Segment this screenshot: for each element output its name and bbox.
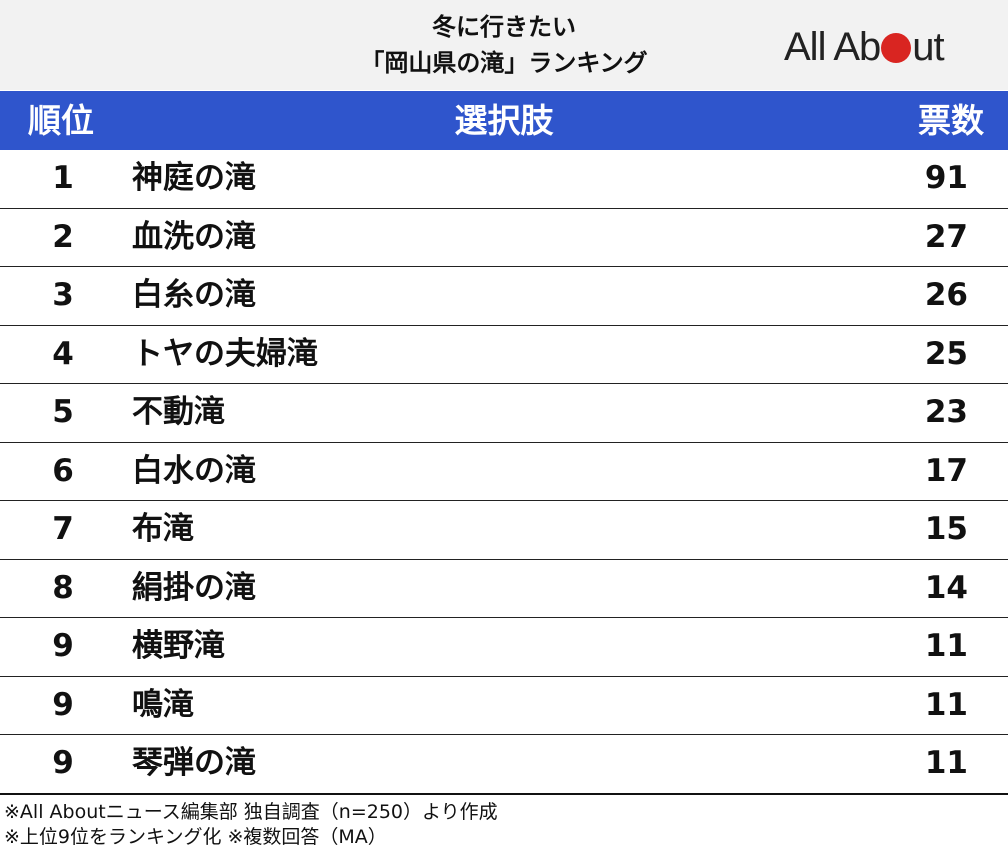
title-line-1: 冬に行きたい bbox=[432, 13, 576, 41]
waterfall-name-cell: 布滝 bbox=[132, 511, 194, 547]
table-row: 2 血洗の滝 27 bbox=[0, 209, 1008, 267]
votes-cell: 26 bbox=[924, 277, 968, 313]
waterfall-name-cell: 不動滝 bbox=[132, 394, 225, 430]
rank-cell: 5 bbox=[52, 394, 74, 430]
column-header-rank: 順位 bbox=[28, 101, 94, 140]
rank-cell: 9 bbox=[52, 745, 74, 781]
table-row: 8 絹掛の滝 14 bbox=[0, 560, 1008, 618]
waterfall-name-cell: 鳴滝 bbox=[132, 686, 194, 723]
ranking-table: 1 神庭の滝 91 2 血洗の滝 27 3 白糸の滝 26 4 トヤの夫婦滝 2… bbox=[0, 150, 1008, 795]
logo-text-start: All Ab bbox=[784, 25, 881, 69]
rank-cell: 1 bbox=[52, 160, 74, 196]
footnote-source: ※All Aboutニュース編集部 独自調査（n=250）より作成 bbox=[4, 801, 498, 823]
votes-cell: 23 bbox=[924, 394, 968, 430]
waterfall-name-cell: 横野滝 bbox=[132, 628, 225, 664]
votes-cell: 17 bbox=[924, 452, 968, 489]
table-header: 順位 選択肢 票数 bbox=[0, 91, 1008, 150]
logo-text-end: ut bbox=[912, 25, 944, 69]
column-header-choice: 選択肢 bbox=[454, 101, 554, 140]
title-line-2: 「岡山県の滝」ランキング bbox=[360, 49, 648, 77]
table-row: 9 横野滝 11 bbox=[0, 618, 1008, 677]
votes-cell: 27 bbox=[924, 218, 968, 255]
table-row: 3 白糸の滝 26 bbox=[0, 267, 1008, 326]
votes-cell: 11 bbox=[924, 686, 968, 723]
table-row: 5 不動滝 23 bbox=[0, 384, 1008, 443]
table-row: 1 神庭の滝 91 bbox=[0, 150, 1008, 209]
allabout-logo: All Ab ut bbox=[784, 24, 945, 70]
logo-red-dot bbox=[881, 33, 912, 63]
waterfall-name-cell: 白糸の滝 bbox=[132, 277, 256, 313]
waterfall-name-cell: 絹掛の滝 bbox=[132, 569, 256, 606]
waterfall-name-cell: 琴弾の滝 bbox=[132, 745, 256, 781]
column-header-votes: 票数 bbox=[918, 101, 984, 140]
rank-cell: 8 bbox=[52, 569, 74, 606]
rank-cell: 2 bbox=[52, 218, 74, 255]
table-row: 6 白水の滝 17 bbox=[0, 443, 1008, 501]
waterfall-name-cell: 神庭の滝 bbox=[132, 160, 256, 196]
rank-cell: 3 bbox=[52, 277, 74, 313]
table-row: 9 鳴滝 11 bbox=[0, 677, 1008, 735]
votes-cell: 91 bbox=[924, 160, 968, 196]
votes-cell: 11 bbox=[924, 628, 968, 664]
votes-cell: 11 bbox=[924, 745, 968, 781]
waterfall-name-cell: 血洗の滝 bbox=[132, 218, 256, 255]
waterfall-name-cell: トヤの夫婦滝 bbox=[132, 335, 318, 372]
votes-cell: 15 bbox=[924, 511, 968, 547]
rank-cell: 7 bbox=[52, 511, 74, 547]
waterfall-name-cell: 白水の滝 bbox=[132, 452, 256, 489]
table-row: 9 琴弾の滝 11 bbox=[0, 735, 1008, 795]
table-row: 7 布滝 15 bbox=[0, 501, 1008, 560]
rank-cell: 6 bbox=[52, 452, 74, 489]
votes-cell: 25 bbox=[924, 335, 968, 372]
rank-cell: 4 bbox=[52, 335, 74, 372]
votes-cell: 14 bbox=[924, 569, 968, 606]
footnote-method: ※上位9位をランキング化 ※複数回答（MA） bbox=[4, 826, 387, 848]
rank-cell: 9 bbox=[52, 686, 74, 723]
table-row: 4 トヤの夫婦滝 25 bbox=[0, 326, 1008, 384]
rank-cell: 9 bbox=[52, 628, 74, 664]
title-band bbox=[0, 0, 1008, 90]
